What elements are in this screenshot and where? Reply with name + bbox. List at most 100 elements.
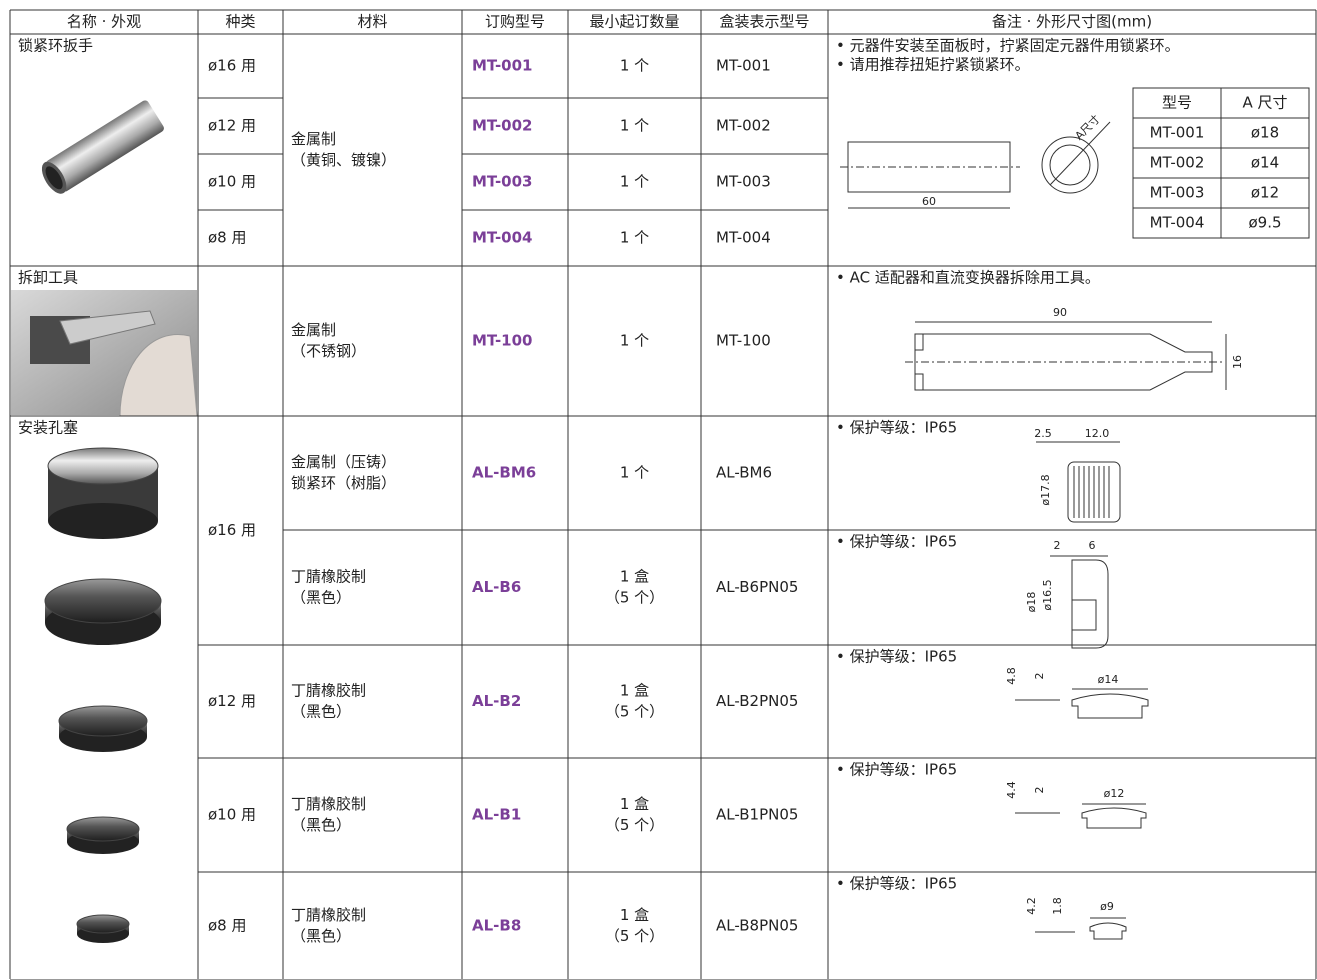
box-model: AL-BM6 <box>716 464 772 482</box>
type: ø12 用 <box>208 692 256 710</box>
header-cell: 最小起订数量 <box>589 13 679 31</box>
min-quantity: 1 个 <box>620 229 649 247</box>
note: • 保护等级：IP65 <box>836 419 957 437</box>
size-table-cell: MT-002 <box>1150 154 1205 172</box>
min-quantity: （5 个） <box>605 703 664 721</box>
material: 丁腈橡胶制 <box>291 795 366 813</box>
box-model: AL-B6PN05 <box>716 578 798 596</box>
material: （黑色） <box>291 816 351 834</box>
box-model: MT-002 <box>716 117 771 135</box>
min-quantity: 1 个 <box>620 464 649 482</box>
dimension-label: 6 <box>1089 539 1096 552</box>
type: ø12 用 <box>208 117 256 135</box>
note: • 元器件安装至面板时，拧紧固定元器件用锁紧环。 <box>836 37 1180 55</box>
min-quantity: （5 个） <box>605 816 664 834</box>
plug-hatch <box>1071 599 1097 631</box>
order-model: AL-B1 <box>472 806 521 824</box>
box-model: MT-003 <box>716 173 771 191</box>
dimension-label: 2.5 <box>1034 427 1052 440</box>
dimension-label: 12.0 <box>1085 427 1110 440</box>
min-quantity: （5 个） <box>605 589 664 607</box>
section-name: 拆卸工具 <box>18 269 78 287</box>
order-model: AL-B6 <box>472 578 521 596</box>
wrench-end <box>1041 136 1099 194</box>
note: • AC 适配器和直流变换器拆除用工具。 <box>836 269 1100 287</box>
tube-body <box>46 100 164 192</box>
dimension-label: ø12 <box>1104 787 1125 800</box>
size-table-cell: MT-001 <box>1150 124 1205 142</box>
dimension-label: 2 <box>1054 539 1061 552</box>
size-table-cell: ø9.5 <box>1248 214 1281 232</box>
dim-line <box>1049 121 1111 186</box>
tool-blade <box>59 310 156 345</box>
min-quantity: 1 个 <box>620 57 649 75</box>
dimension-label: 2 <box>1033 673 1046 680</box>
type: ø8 用 <box>208 917 247 935</box>
min-quantity: 1 盒 <box>620 568 649 586</box>
material: （黑色） <box>291 589 351 607</box>
note: • 请用推荐扭矩拧紧锁紧环。 <box>836 56 1030 74</box>
note: • 保护等级：IP65 <box>836 648 957 666</box>
dimension-label: 1.8 <box>1051 897 1064 915</box>
tube-hole <box>45 166 63 190</box>
order-model: AL-B8 <box>472 917 521 935</box>
plug-top <box>76 914 130 934</box>
wrench-picture <box>41 100 164 194</box>
section-name: 锁紧环扳手 <box>18 37 93 55</box>
header-cell: 盒装表示型号 <box>719 13 809 31</box>
plug-top <box>66 816 140 842</box>
material: 金属制 <box>291 130 336 148</box>
box-model: MT-001 <box>716 57 771 75</box>
size-table-cell: ø14 <box>1251 154 1279 172</box>
size-table-header: 型号 <box>1162 94 1192 112</box>
size-table-cell: MT-003 <box>1150 184 1205 202</box>
header-cell: 名称 · 外观 <box>67 13 141 31</box>
material: （黄铜、镀镍） <box>291 151 396 169</box>
material: 锁紧环（树脂） <box>291 474 396 492</box>
min-quantity: 1 盒 <box>620 906 649 924</box>
note: • 保护等级：IP65 <box>836 875 957 893</box>
tool-slot <box>914 373 924 391</box>
tool-outline <box>914 333 1213 391</box>
type: ø8 用 <box>208 229 247 247</box>
section-name: 安装孔塞 <box>18 419 78 437</box>
dimension-label: ø9 <box>1100 900 1114 913</box>
min-quantity: 1 盒 <box>620 682 649 700</box>
note: • 保护等级：IP65 <box>836 761 957 779</box>
order-model: AL-B2 <box>472 692 521 710</box>
size-table-cell: MT-004 <box>1150 214 1205 232</box>
order-model: MT-001 <box>472 57 533 75</box>
dimension-label: ø16.5 <box>1041 579 1054 610</box>
type: ø10 用 <box>208 806 256 824</box>
plug-bottom <box>48 503 158 539</box>
type: ø16 用 <box>208 57 256 75</box>
min-quantity: 1 盒 <box>620 795 649 813</box>
dimension-label: ø17.8 <box>1039 474 1052 505</box>
min-quantity: （5 个） <box>605 927 664 945</box>
dimension-label: 4.4 <box>1005 781 1018 799</box>
box-model: AL-B8PN05 <box>716 917 798 935</box>
size-table-cell: ø18 <box>1251 124 1279 142</box>
min-quantity: 1 个 <box>620 117 649 135</box>
wrench-end-inner <box>1049 144 1091 186</box>
box-model: AL-B1PN05 <box>716 806 798 824</box>
dimension-label: 2 <box>1033 787 1046 794</box>
material: 丁腈橡胶制 <box>291 568 366 586</box>
box-model: AL-B2PN05 <box>716 692 798 710</box>
dimension-label: 4.8 <box>1005 667 1018 685</box>
material: （不锈钢） <box>291 342 366 360</box>
plug-top <box>47 447 159 485</box>
plug-outline <box>1067 461 1121 523</box>
dimension-label: ø14 <box>1098 673 1119 686</box>
order-model: MT-004 <box>472 229 533 247</box>
dimension-label: 60 <box>922 195 936 208</box>
tool-slot <box>914 333 924 351</box>
type: ø16 用 <box>208 521 256 539</box>
min-quantity: 1 个 <box>620 173 649 191</box>
header-cell: 备注 · 外形尺寸图(mm) <box>992 13 1152 31</box>
material: 金属制 <box>291 321 336 339</box>
plug-outline <box>1081 807 1147 829</box>
